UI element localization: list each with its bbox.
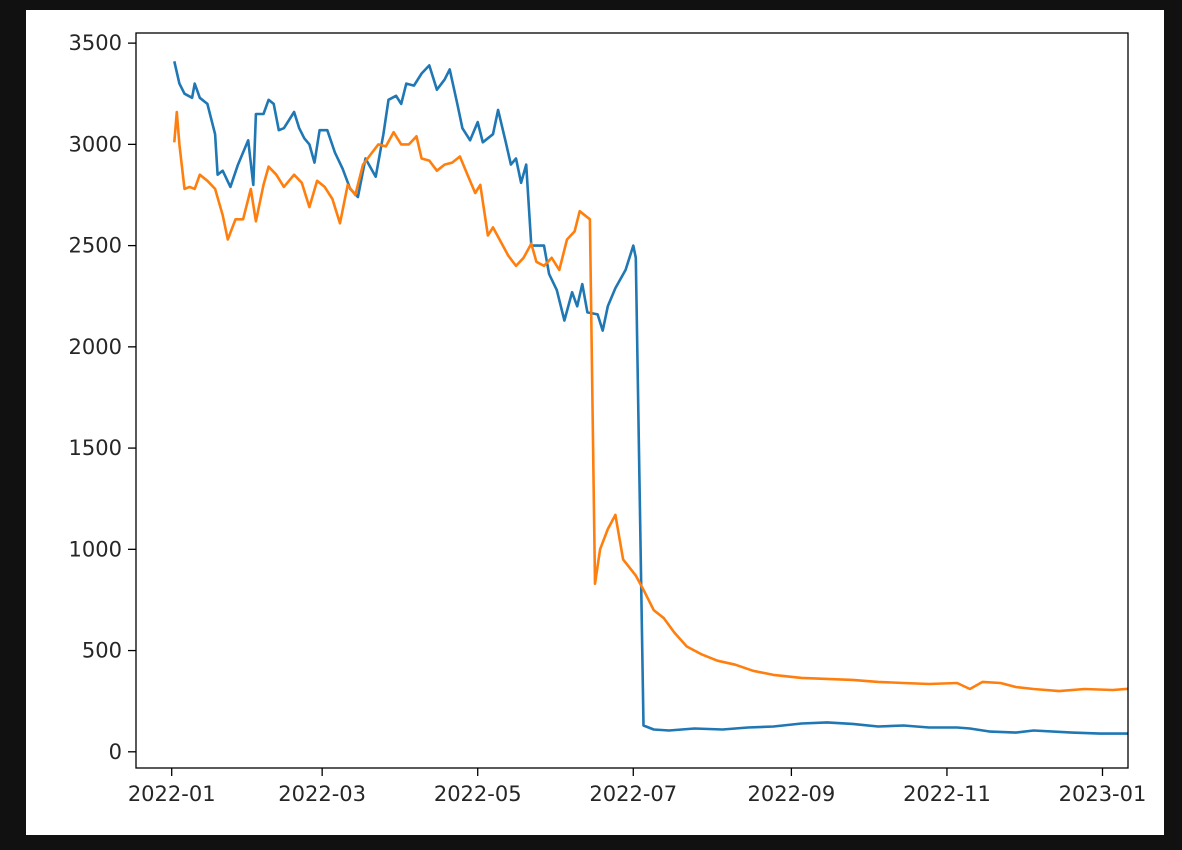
x-tick-label: 2023-01 [1059,782,1147,806]
chart-figure: 2022-01 2022-03 2022-05 2022-07 2022-09 2022-… [26,10,1164,835]
line-chart: 2022-01 2022-03 2022-05 2022-07 2022-09 2022-… [69,31,1147,806]
y-tick-label: 0 [109,740,122,764]
y-tick-label: 1500 [69,436,122,460]
x-tick-label: 2022-07 [589,782,677,806]
series-line-2 [173,110,1128,693]
y-tick-label: 3500 [69,31,122,55]
x-tick-label: 2022-09 [748,782,836,806]
series-line-1 [173,61,1128,735]
x-tick-label: 2022-11 [903,782,991,806]
x-tick-label: 2022-05 [434,782,522,806]
y-tick-label: 3000 [69,132,122,156]
x-tick-label: 2022-01 [128,782,216,806]
axes-frame [135,32,1129,769]
y-tick-label: 1000 [69,537,122,561]
y-axis: 0 500 1000 1500 2000 2500 3000 3500 [69,31,136,764]
x-axis: 2022-01 2022-03 2022-05 2022-07 2022-09 2022-… [128,768,1147,806]
x-tick-label: 2022-03 [278,782,366,806]
y-tick-label: 500 [82,639,122,663]
y-tick-label: 2500 [69,234,122,258]
series-layer [173,61,1128,735]
y-tick-label: 2000 [69,335,122,359]
